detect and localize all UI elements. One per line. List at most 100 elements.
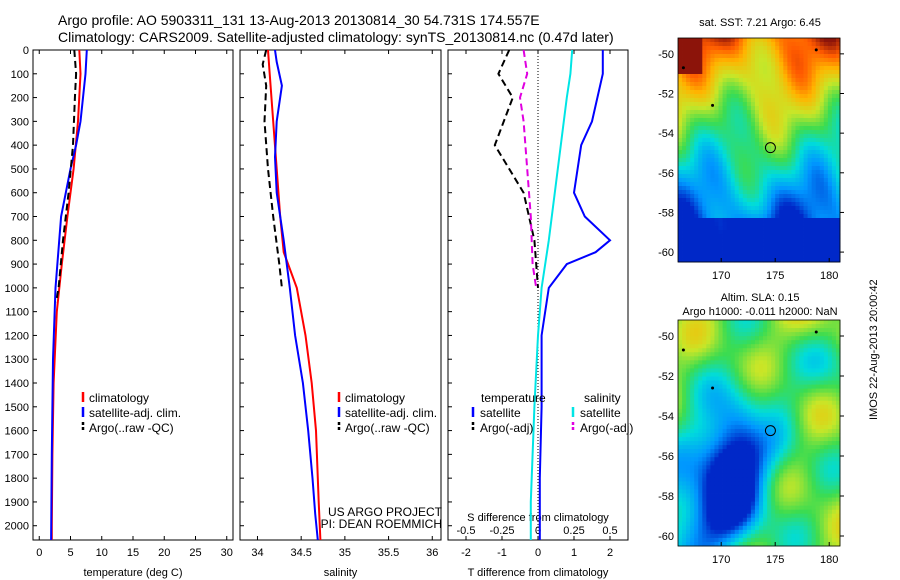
heatmap-cell	[775, 258, 780, 263]
heatmap-cell	[823, 246, 829, 251]
heatmap-cell	[742, 517, 748, 523]
heatmap-cell	[815, 66, 821, 71]
heatmap-cell	[811, 469, 817, 474]
heatmap-cell	[775, 461, 780, 466]
heatmap-cell	[734, 214, 740, 219]
heatmap-cell	[819, 242, 825, 247]
heatmap-cell	[787, 218, 792, 223]
heatmap-cell	[750, 521, 756, 527]
heatmap-cell	[775, 493, 780, 498]
heatmap-cell	[738, 62, 744, 67]
heatmap-cell	[682, 533, 687, 539]
heatmap-cell	[787, 340, 792, 345]
heatmap-cell	[827, 242, 833, 247]
heatmap-cell	[779, 372, 784, 377]
heatmap-cell	[734, 457, 740, 462]
heatmap-cell	[763, 46, 768, 51]
heatmap-cell	[787, 445, 792, 450]
heatmap-cell	[726, 74, 732, 79]
heatmap-cell	[742, 457, 748, 462]
heatmap-cell	[799, 505, 804, 511]
heatmap-cell	[678, 336, 683, 341]
heatmap-cell	[835, 356, 841, 361]
heatmap-cell	[799, 54, 804, 59]
heatmap-cell	[831, 328, 837, 333]
heatmap-cell	[803, 437, 808, 442]
heatmap-cell	[799, 328, 804, 333]
heatmap-cell	[682, 98, 687, 103]
heatmap-cell	[807, 473, 813, 478]
heatmap-cell	[718, 206, 723, 211]
heatmap-cell	[734, 206, 740, 211]
heatmap-cell	[754, 114, 760, 119]
heatmap-cell	[742, 437, 748, 442]
heatmap-cell	[726, 206, 732, 211]
heatmap-cell	[702, 242, 707, 247]
heatmap-cell	[678, 489, 683, 494]
heatmap-cell	[698, 194, 703, 199]
heatmap-cell	[742, 433, 748, 438]
heatmap-cell	[779, 408, 784, 414]
heatmap-cell	[815, 344, 821, 349]
heatmap-cell	[827, 380, 833, 385]
heatmap-cell	[738, 340, 744, 345]
heatmap-cell	[807, 162, 813, 167]
heatmap-cell	[710, 42, 715, 47]
heatmap-cell	[835, 218, 841, 223]
heatmap-cell	[775, 206, 780, 211]
heatmap-cell	[799, 497, 804, 503]
heatmap-cell	[775, 210, 780, 215]
heatmap-cell	[678, 250, 683, 255]
heatmap-cell	[678, 214, 683, 219]
heatmap-cell	[791, 324, 796, 329]
heatmap-cell	[698, 521, 703, 527]
heatmap-cell	[686, 533, 691, 539]
heatmap-cell	[795, 38, 800, 43]
heatmap-cell	[815, 529, 821, 535]
heatmap-cell	[823, 497, 829, 503]
heatmap-cell	[730, 126, 736, 131]
heatmap-cell	[678, 246, 683, 251]
heatmap-cell	[726, 102, 732, 107]
heatmap-cell	[730, 110, 736, 115]
heatmap-cell	[827, 86, 833, 91]
heatmap-cell	[718, 230, 723, 235]
heatmap-cell	[734, 465, 740, 470]
heatmap-cell	[779, 206, 784, 211]
heatmap-cell	[783, 186, 788, 191]
heatmap-cell	[831, 38, 837, 43]
heatmap-cell	[775, 170, 780, 175]
top-tick-label: 0.5	[602, 525, 617, 537]
heatmap-cell	[750, 122, 756, 127]
heatmap-cell	[807, 42, 813, 47]
heatmap-cell	[775, 82, 780, 87]
heatmap-cell	[730, 344, 736, 349]
heatmap-cell	[734, 190, 740, 195]
heatmap-cell	[815, 497, 821, 503]
heatmap-cell	[799, 182, 804, 187]
heatmap-cell	[791, 433, 796, 438]
heatmap-cell	[682, 412, 687, 418]
heatmap-cell	[823, 166, 829, 171]
ytick-label: 0	[23, 45, 29, 57]
heatmap-cell	[682, 525, 687, 531]
heatmap-cell	[835, 428, 841, 434]
heatmap-cell	[835, 344, 841, 349]
heatmap-cell	[754, 493, 760, 498]
heatmap-cell	[819, 501, 825, 507]
heatmap-cell	[746, 194, 752, 199]
heatmap-cell	[799, 94, 804, 99]
heatmap-cell	[726, 66, 732, 71]
heatmap-cell	[730, 336, 736, 341]
heatmap-cell	[827, 404, 833, 410]
heatmap-cell	[746, 226, 752, 231]
heatmap-cell	[702, 42, 707, 47]
heatmap-cell	[763, 242, 768, 247]
heatmap-cell	[706, 521, 711, 527]
heatmap-cell	[678, 481, 683, 486]
heatmap-cell	[710, 533, 715, 539]
heatmap-cell	[767, 122, 772, 127]
heatmap-cell	[702, 521, 707, 527]
heatmap-cell	[795, 352, 800, 357]
heatmap-cell	[714, 465, 719, 470]
